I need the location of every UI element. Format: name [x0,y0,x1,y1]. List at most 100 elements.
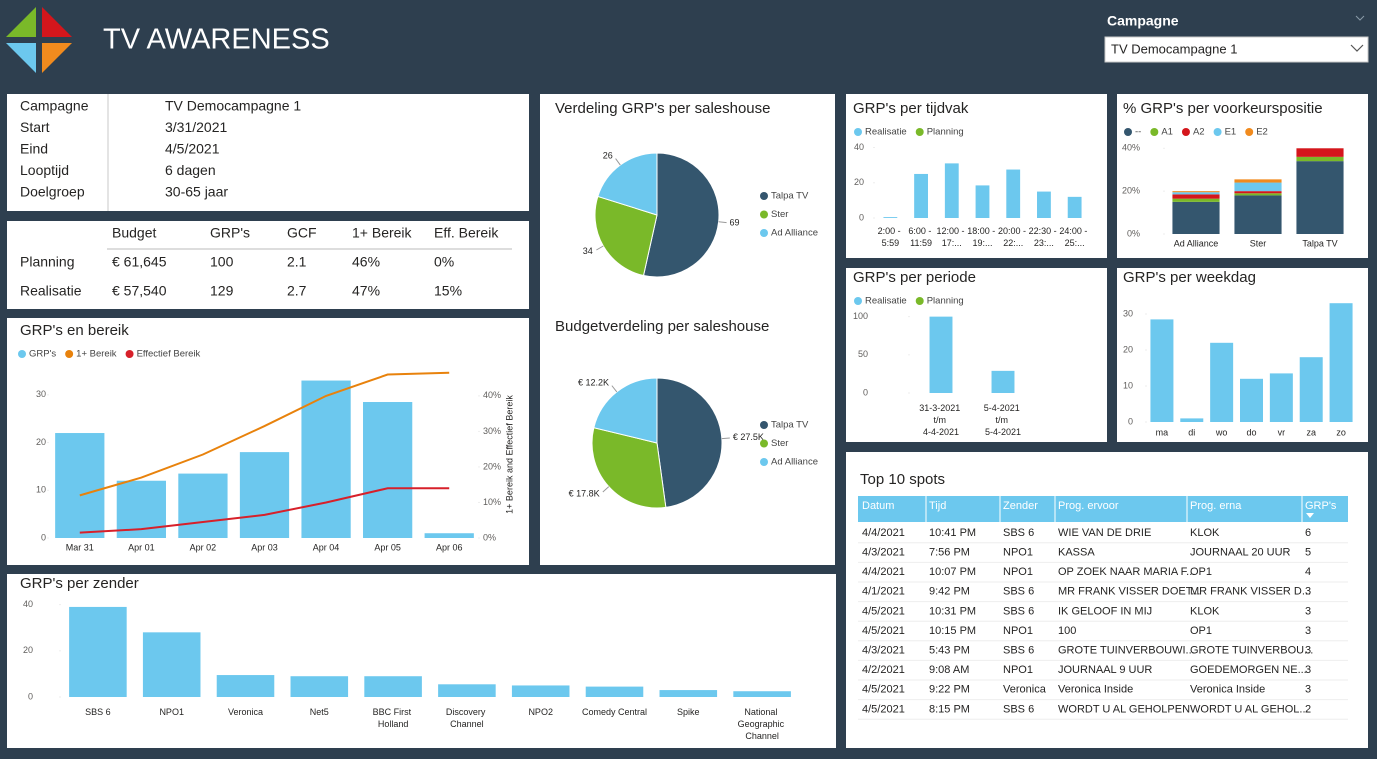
legend-swatch [760,439,768,448]
x-tick-label: Apr 06 [436,542,463,552]
x-tick-label: NPO1 [159,707,184,717]
kpi-cell: 46% [352,254,380,270]
pie-slice [597,152,658,216]
legend-swatch [760,421,768,429]
bar [239,452,290,538]
info-value: 3/31/2021 [165,119,227,135]
kpi-cell: 0% [434,254,454,270]
y-tick-label: 40 [854,142,864,152]
bar [1329,303,1353,422]
table-cell: SBS 6 [1003,586,1034,598]
table-cell: WORDT U AL GEHOLPEN [1058,703,1190,715]
legend-label: Talpa TV [771,420,809,431]
chart-title: GRP's per tijdvak [853,100,969,117]
legend-swatch [760,229,768,237]
legend-label: GRP's [29,349,56,360]
bar [585,686,644,697]
table-cell: 8:15 PM [929,703,970,715]
legend-label: A2 [1193,127,1205,138]
legend-swatch [65,350,74,358]
table-cell: GROTE TUINVERBOUWI... [1058,645,1195,657]
column-header: Datum [862,500,894,512]
collapse-icon[interactable] [1355,15,1365,21]
x-tick-label: BBC First Holland [373,707,414,729]
table-cell: 100 [1058,625,1076,637]
table-cell: JOURNAAL 9 UUR [1058,664,1152,676]
chart-title: GRP's per periode [853,269,976,286]
bar [1299,357,1323,422]
y-tick-label: 20 [36,437,46,447]
bar-segment [1296,156,1344,162]
bar [944,163,959,218]
legend-swatch [760,458,768,466]
table-cell: 10:31 PM [929,605,976,617]
x-tick-label: za [1306,427,1316,437]
data-label: € 17.8K [569,488,600,498]
y-tick-label: 20 [854,177,864,187]
legend-swatch [125,350,134,358]
data-label: € 27.5K [733,432,764,442]
info-label: Doelgroep [20,184,85,200]
table-cell: 4/5/2021 [862,703,905,715]
bar [363,402,413,538]
kpi-column: GRP's [210,225,250,241]
table-cell: OP1 [1190,566,1212,578]
bar-segment [1172,201,1220,234]
info-label: Looptijd [20,162,69,178]
info-label: Campagne [20,98,89,114]
table-cell: NPO1 [1003,547,1033,559]
table-cell: GOEDEMORGEN NE... [1190,664,1307,676]
leader-line [611,385,618,393]
y-tick-label: 100 [853,311,868,321]
legend-swatch [1181,128,1190,136]
y-tick-label: 30 [36,389,46,399]
legend-swatch [915,128,924,136]
table-cell: 5 [1305,547,1311,559]
data-label: 69 [730,217,740,227]
table-cell: 10:15 PM [929,625,976,637]
y-tick-label: 30% [483,426,501,436]
data-label: € 12.2K [578,378,609,388]
table-cell: SBS 6 [1003,605,1034,617]
table-cell: Veronica [1003,684,1047,696]
bar-segment [1234,195,1282,234]
table-cell: 3 [1305,625,1311,637]
x-tick-label: 12:00 - 17:... [937,226,968,248]
x-tick-label: 22:30 - 23:... [1029,226,1060,248]
y2-axis-label: 1+ Bereik and Effectief Bereik [504,395,514,514]
legend-swatch [18,350,26,358]
x-tick-label: Net5 [310,707,329,717]
chart-title: GRP's per zender [20,575,139,592]
filter-value[interactable]: TV Democampagne 1 [1111,41,1237,56]
legend-label: -- [1135,127,1141,138]
bar [1037,191,1051,218]
legend-label: Realisatie [865,127,907,138]
filter-dropdown[interactable] [1104,36,1369,63]
line [79,371,450,497]
table-cell: 4/5/2021 [862,605,905,617]
column-header: Zender [1003,500,1038,512]
filter-label: Campagne [1107,13,1179,29]
bar [1240,378,1263,422]
bar-segment [1234,182,1282,192]
y-tick-label: 0 [28,691,33,701]
dropdown-chevron[interactable] [1350,44,1364,52]
x-tick-label: 6:00 - 11:59 [908,226,934,248]
chart-title: GRP's per weekdag [1123,269,1256,286]
info-value: 30-65 jaar [165,184,228,200]
bar [364,676,422,697]
chart-panel [846,94,1107,258]
table-cell: 7:56 PM [929,547,970,559]
legend-label: Ster [771,209,788,220]
bar [975,185,990,218]
legend-label: E2 [1256,127,1268,138]
bar [290,676,349,697]
table-title: Top 10 spots [860,471,945,488]
kpi-cell: 2.1 [287,254,307,270]
y-tick-label: 0% [483,532,496,542]
table-cell: WORDT U AL GEHOL... [1190,703,1309,715]
table-cell: 6 [1305,527,1311,539]
x-tick-label: Spike [677,707,700,717]
sort-indicator[interactable] [1306,513,1314,518]
table-cell: 4/3/2021 [862,547,905,559]
